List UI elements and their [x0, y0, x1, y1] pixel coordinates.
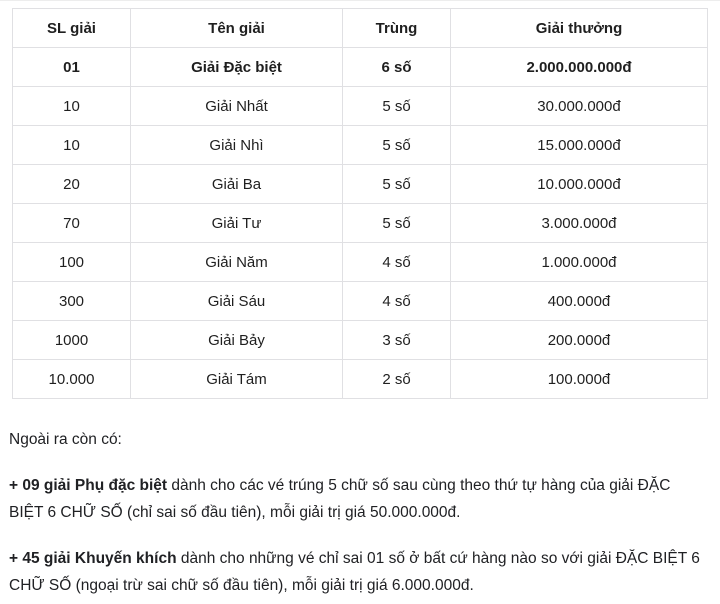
- cell-match: 4 số: [342, 281, 451, 321]
- table-row: 100 Giải Năm 4 số 1.000.000đ: [12, 242, 708, 282]
- cell-prize: 1.000.000đ: [450, 242, 708, 282]
- note-text: dành cho các vé trúng 5 chữ số sau cùng …: [9, 477, 671, 521]
- cell-quantity: 10.000: [12, 359, 131, 399]
- table-row: 01 Giải Đặc biệt 6 số 2.000.000.000đ: [12, 47, 708, 87]
- cell-match: 5 số: [342, 164, 451, 204]
- note-lead: + 45 giải Khuyến khích: [9, 550, 177, 567]
- note-item: + 45 giải Khuyến khích dành cho những vé…: [9, 545, 706, 599]
- table-row: 70 Giải Tư 5 số 3.000.000đ: [12, 203, 708, 243]
- cell-name: Giải Bảy: [130, 320, 343, 360]
- cell-quantity: 20: [12, 164, 131, 204]
- column-header: Trùng: [342, 8, 451, 48]
- cell-prize: 10.000.000đ: [450, 164, 708, 204]
- cell-match: 5 số: [342, 203, 451, 243]
- cell-name: Giải Sáu: [130, 281, 343, 321]
- cell-prize: 30.000.000đ: [450, 86, 708, 126]
- cell-prize: 3.000.000đ: [450, 203, 708, 243]
- cell-prize: 400.000đ: [450, 281, 708, 321]
- cell-quantity: 10: [12, 125, 131, 165]
- cell-name: Giải Tám: [130, 359, 343, 399]
- prize-table-header-row: SL giải Tên giải Trùng Giải thưởng: [12, 8, 708, 48]
- notes-section: Ngoài ra còn có: + 09 giải Phụ đặc biệt …: [9, 426, 706, 599]
- note-text: dành cho những vé chỉ sai 01 số ở bất cứ…: [9, 550, 700, 594]
- cell-quantity: 100: [12, 242, 131, 282]
- cell-prize: 100.000đ: [450, 359, 708, 399]
- table-row: 1000 Giải Bảy 3 số 200.000đ: [12, 320, 708, 360]
- cell-prize: 15.000.000đ: [450, 125, 708, 165]
- cell-match: 4 số: [342, 242, 451, 282]
- cell-quantity: 1000: [12, 320, 131, 360]
- note-lead: + 09 giải Phụ đặc biệt: [9, 477, 168, 494]
- cell-name: Giải Nhất: [130, 86, 343, 126]
- cell-prize: 2.000.000.000đ: [450, 47, 708, 87]
- cell-match: 3 số: [342, 320, 451, 360]
- column-header: Giải thưởng: [450, 8, 708, 48]
- cell-match: 2 số: [342, 359, 451, 399]
- notes-intro: Ngoài ra còn có:: [9, 431, 122, 448]
- cell-name: Giải Nhì: [130, 125, 343, 165]
- cell-match: 5 số: [342, 125, 451, 165]
- prize-table: SL giải Tên giải Trùng Giải thưởng 01 Giải Đ…: [12, 8, 708, 399]
- table-row: 10 Giải Nhất 5 số 30.000.000đ: [12, 86, 708, 126]
- top-divider: [0, 0, 720, 1]
- cell-quantity: 300: [12, 281, 131, 321]
- table-row: 300 Giải Sáu 4 số 400.000đ: [12, 281, 708, 321]
- prize-table-body: 01 Giải Đặc biệt 6 số 2.000.000.000đ 10 Giải …: [12, 47, 708, 399]
- note-item: + 09 giải Phụ đặc biệt dành cho các vé t…: [9, 472, 706, 526]
- cell-name: Giải Ba: [130, 164, 343, 204]
- notes-items: + 09 giải Phụ đặc biệt dành cho các vé t…: [9, 472, 706, 599]
- table-row: 10.000 Giải Tám 2 số 100.000đ: [12, 359, 708, 399]
- cell-quantity: 10: [12, 86, 131, 126]
- column-header: Tên giải: [130, 8, 343, 48]
- cell-name: Giải Năm: [130, 242, 343, 282]
- cell-match: 6 số: [342, 47, 451, 87]
- cell-match: 5 số: [342, 86, 451, 126]
- cell-prize: 200.000đ: [450, 320, 708, 360]
- column-header: SL giải: [12, 8, 131, 48]
- cell-name: Giải Tư: [130, 203, 343, 243]
- table-row: 20 Giải Ba 5 số 10.000.000đ: [12, 164, 708, 204]
- cell-quantity: 70: [12, 203, 131, 243]
- cell-quantity: 01: [12, 47, 131, 87]
- table-row: 10 Giải Nhì 5 số 15.000.000đ: [12, 125, 708, 165]
- cell-name: Giải Đặc biệt: [130, 47, 343, 87]
